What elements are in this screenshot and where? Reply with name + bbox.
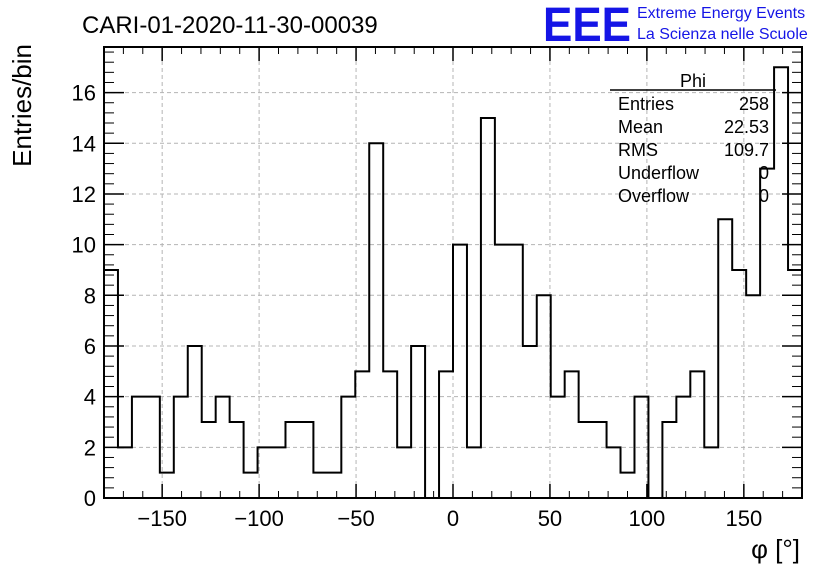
stats-label-rms: RMS bbox=[618, 140, 658, 160]
logo-mark: EEE bbox=[543, 0, 631, 52]
x-tick-label: 0 bbox=[447, 506, 459, 531]
logo-line-1: Extreme Energy Events bbox=[637, 5, 805, 22]
stats-value-entries: 258 bbox=[739, 94, 769, 114]
x-tick-label: −50 bbox=[337, 506, 374, 531]
stats-label-entries: Entries bbox=[618, 94, 674, 114]
stats-label-overflow: Overflow bbox=[618, 186, 690, 206]
x-tick-label: 100 bbox=[629, 506, 666, 531]
logo-line-2: La Scienza nelle Scuole bbox=[637, 26, 808, 43]
stats-value-rms: 109.7 bbox=[724, 140, 769, 160]
x-axis: −150 −100 −50 0 50 100 150 bbox=[103, 47, 803, 531]
y-tick-label: 6 bbox=[84, 334, 96, 359]
x-tick-label: −100 bbox=[234, 506, 284, 531]
histogram-outline bbox=[103, 66, 803, 499]
y-axis: 0 2 4 6 8 10 12 14 16 bbox=[72, 51, 802, 511]
y-tick-label: 0 bbox=[84, 486, 96, 511]
y-axis-title: Entries/bin bbox=[7, 44, 37, 167]
stats-box: Phi Entries 258 Mean 22.53 RMS 109.7 Underflow… bbox=[610, 71, 776, 206]
stats-value-mean: 22.53 bbox=[724, 117, 769, 137]
stats-value-overflow: 0 bbox=[759, 186, 769, 206]
stats-value-underflow: 0 bbox=[759, 163, 769, 183]
stats-title: Phi bbox=[680, 71, 706, 91]
y-tick-label: 2 bbox=[84, 435, 96, 460]
y-tick-label: 8 bbox=[84, 283, 96, 308]
x-axis-title: φ [°] bbox=[751, 534, 800, 564]
x-tick-label: 150 bbox=[725, 506, 762, 531]
y-tick-label: 16 bbox=[72, 81, 96, 106]
y-tick-label: 4 bbox=[84, 385, 96, 410]
eee-logo: EEE Extreme Energy Events La Scienza nel… bbox=[543, 0, 808, 52]
y-tick-label: 14 bbox=[72, 131, 96, 156]
stats-label-underflow: Underflow bbox=[618, 163, 700, 183]
x-tick-label: 50 bbox=[538, 506, 562, 531]
x-tick-label: −150 bbox=[137, 506, 187, 531]
y-tick-label: 10 bbox=[72, 233, 96, 258]
stats-label-mean: Mean bbox=[618, 117, 663, 137]
chart-title: CARI-01-2020-11-30-00039 bbox=[82, 12, 378, 39]
y-tick-label: 12 bbox=[72, 182, 96, 207]
